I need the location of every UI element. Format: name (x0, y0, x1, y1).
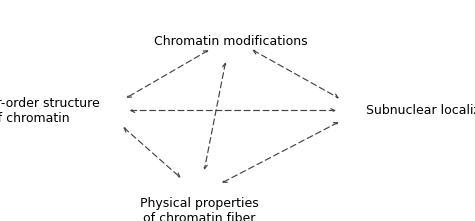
Text: Subnuclear localization: Subnuclear localization (366, 104, 475, 117)
Text: Chromatin modifications: Chromatin modifications (153, 35, 307, 48)
FancyArrowPatch shape (124, 128, 180, 177)
FancyArrowPatch shape (223, 123, 338, 182)
FancyArrowPatch shape (131, 109, 335, 112)
FancyArrowPatch shape (127, 51, 208, 97)
Text: Physical properties
of chromatin fiber: Physical properties of chromatin fiber (140, 197, 259, 221)
Text: Higher-order structure
of chromatin: Higher-order structure of chromatin (0, 97, 100, 124)
FancyArrowPatch shape (253, 50, 338, 98)
FancyArrowPatch shape (203, 63, 227, 169)
